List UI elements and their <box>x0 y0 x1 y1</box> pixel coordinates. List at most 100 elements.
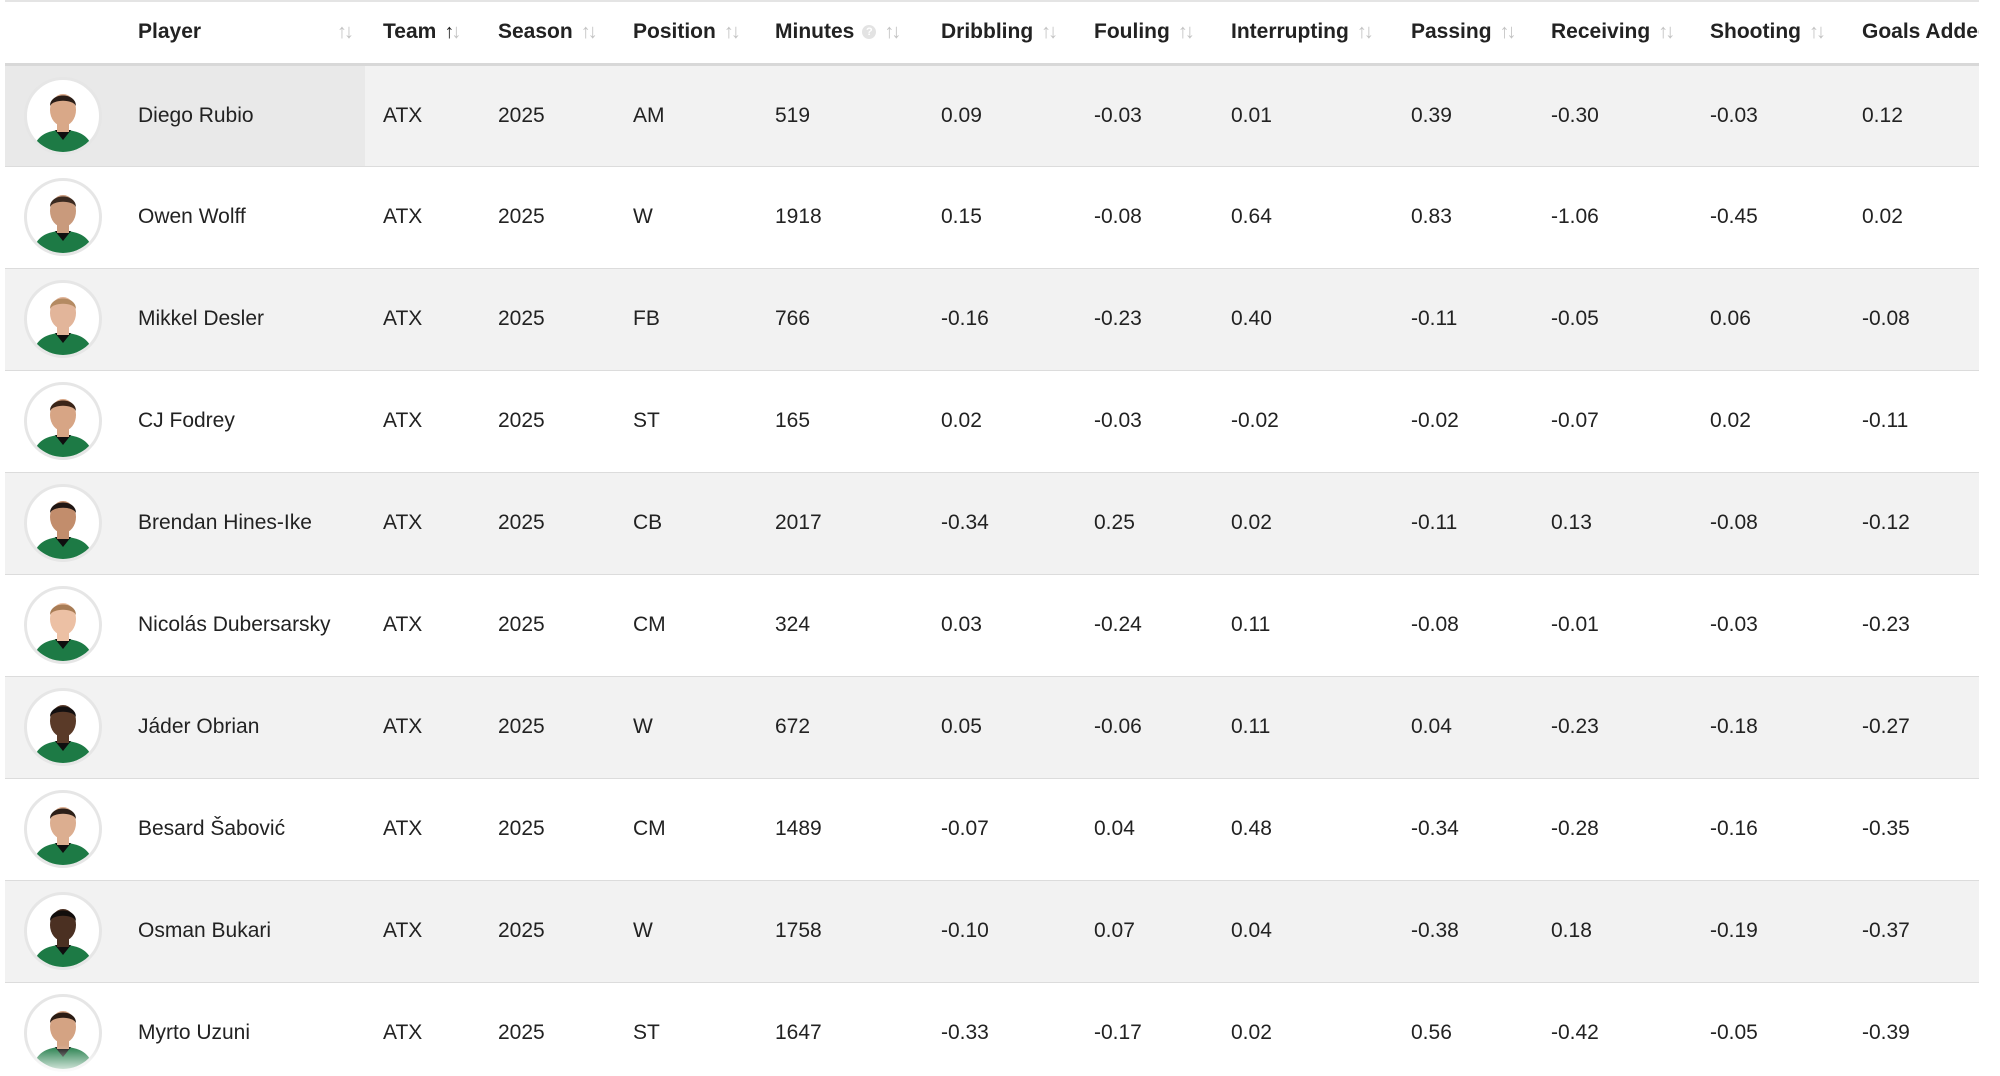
table-row[interactable]: Owen Wolff ATX 2025 W 1918 0.15 -0.08 0.64 0.83 -… <box>5 166 1979 268</box>
sort-arrows-icon[interactable]: ↑ ↓ <box>444 21 461 44</box>
column-header-passing[interactable]: Passing ↑ ↓ <box>1393 0 1533 66</box>
player-name-link[interactable]: Besard Šabović <box>138 817 286 840</box>
jersey-shape <box>33 945 93 967</box>
sort-up-arrow-icon: ↑ <box>1177 21 1188 44</box>
player-name-link[interactable]: Owen Wolff <box>138 205 246 228</box>
face-shape <box>50 807 76 839</box>
help-circle-icon[interactable]: ? <box>862 25 877 40</box>
interrupting-cell: 0.04 <box>1231 919 1272 942</box>
receiving-cell: -0.23 <box>1551 715 1599 738</box>
sort-arrows-icon[interactable]: ↑ ↓ <box>337 21 354 44</box>
player-avatar[interactable] <box>24 586 102 664</box>
column-header-content: Position ↑ ↓ <box>633 20 757 44</box>
player-avatar[interactable] <box>24 382 102 460</box>
player-name-link[interactable]: Diego Rubio <box>138 64 365 166</box>
player-name-link[interactable]: Mikkel Desler <box>138 307 265 330</box>
passing-cell: -0.02 <box>1411 409 1459 432</box>
column-header-shooting[interactable]: Shooting ↑ ↓ <box>1692 0 1844 66</box>
player-avatar-cell <box>5 574 138 676</box>
sort-down-arrow-icon: ↓ <box>344 21 354 44</box>
column-header-goals-added[interactable]: Goals Added↑↓ <box>1844 0 1979 66</box>
hair-shape <box>50 196 76 207</box>
jersey-collar <box>55 231 71 241</box>
table-row[interactable]: Myrto Uzuni ATX 2025 ST 1647 -0.33 -0.17 0.02 0.… <box>5 982 1979 1076</box>
sort-up-arrow-icon: ↑ <box>1499 21 1510 44</box>
jersey-collar <box>55 639 71 649</box>
team-cell: ATX <box>383 205 423 228</box>
player-avatar[interactable] <box>24 688 102 766</box>
player-name-link[interactable]: Brendan Hines-Ike <box>138 511 312 534</box>
column-header-label: Shooting <box>1710 20 1801 44</box>
player-name-link[interactable]: Nicolás Dubersarsky <box>138 613 331 636</box>
table-row[interactable]: Besard Šabović ATX 2025 CM 1489 -0.07 0.04 0.48… <box>5 778 1979 880</box>
hair-shape <box>50 604 76 615</box>
sort-down-arrow-icon: ↓ <box>451 21 461 44</box>
sort-arrows-icon[interactable]: ↑ ↓ <box>724 22 741 42</box>
sort-down-arrow-icon: ↓ <box>1665 21 1675 44</box>
column-header-team[interactable]: Team ↑ ↓ <box>365 0 480 66</box>
column-header-receiving[interactable]: Receiving ↑ ↓ <box>1533 0 1692 66</box>
season-cell: 2025 <box>498 715 545 738</box>
column-header-position[interactable]: Position ↑ ↓ <box>615 0 757 66</box>
minutes-cell: 519 <box>775 103 811 127</box>
player-name-link[interactable]: Osman Bukari <box>138 919 272 942</box>
player-avatar[interactable] <box>24 178 102 256</box>
player-avatar[interactable] <box>24 484 102 562</box>
receiving-cell: -0.07 <box>1551 409 1599 432</box>
sort-arrows-icon[interactable]: ↑ ↓ <box>1177 21 1195 44</box>
position-cell: CM <box>633 817 666 840</box>
sort-arrows-icon[interactable]: ↑ ↓ <box>1809 21 1826 44</box>
sort-arrows-icon[interactable]: ↑ ↓ <box>1041 22 1058 42</box>
shooting-cell: -0.08 <box>1710 511 1758 534</box>
table-row[interactable]: Mikkel Desler ATX 2025 FB 766 -0.16 -0.23 0.40 -… <box>5 268 1979 370</box>
table-row[interactable]: Diego Rubio ATX 2025 AM 519 0.09 -0.03 0.01 0.39… <box>5 64 1979 166</box>
column-header-label: Season <box>498 20 573 44</box>
column-header-label: Receiving <box>1551 20 1651 44</box>
sort-arrows-icon[interactable]: ↑ ↓ <box>884 21 901 44</box>
player-name-link[interactable]: Myrto Uzuni <box>138 1021 251 1044</box>
receiving-cell: 0.18 <box>1551 919 1592 942</box>
dribbling-cell: 0.09 <box>941 103 982 127</box>
column-header-minutes[interactable]: Minutes? ↑ ↓ <box>757 0 923 66</box>
fouling-cell: -0.08 <box>1094 205 1142 228</box>
column-header-fouling[interactable]: Fouling ↑ ↓ <box>1076 0 1213 66</box>
sort-arrows-icon[interactable]: ↑ ↓ <box>1499 21 1517 44</box>
table-row[interactable]: CJ Fodrey ATX 2025 ST 165 0.02 -0.03 -0.02 -0.02… <box>5 370 1979 472</box>
sort-up-arrow-icon: ↑ <box>884 21 894 44</box>
column-header-interrupting[interactable]: Interrupting ↑ ↓ <box>1213 0 1393 66</box>
table-row[interactable]: Osman Bukari ATX 2025 W 1758 -0.10 0.07 0.04 -0.… <box>5 880 1979 982</box>
face-shape <box>50 603 76 635</box>
player-avatar[interactable] <box>24 892 102 970</box>
season-cell: 2025 <box>498 817 545 840</box>
passing-cell: -0.08 <box>1411 613 1459 636</box>
table-row[interactable]: Brendan Hines-Ike ATX 2025 CB 2017 -0.34 0.25 0… <box>5 472 1979 574</box>
column-header-player[interactable]: Player ↑ ↓ <box>138 0 365 66</box>
minutes-cell: 1758 <box>775 919 822 942</box>
interrupting-cell: -0.02 <box>1231 409 1279 432</box>
sort-arrows-icon[interactable]: ↑ ↓ <box>1357 22 1374 42</box>
player-avatar[interactable] <box>24 790 102 868</box>
interrupting-cell: 0.11 <box>1231 613 1271 636</box>
interrupting-cell: 0.64 <box>1231 205 1272 228</box>
fouling-cell: -0.24 <box>1094 613 1142 636</box>
hair-shape <box>50 95 76 106</box>
season-cell: 2025 <box>498 103 545 127</box>
column-header-season[interactable]: Season ↑ ↓ <box>480 0 615 66</box>
player-avatar[interactable] <box>24 76 102 155</box>
sort-down-arrow-icon: ↓ <box>1815 21 1826 44</box>
player-name-link[interactable]: CJ Fodrey <box>138 409 235 432</box>
player-avatar-cell <box>5 64 138 166</box>
column-header-dribbling[interactable]: Dribbling ↑ ↓ <box>923 0 1076 66</box>
season-cell: 2025 <box>498 1021 545 1044</box>
player-avatar-cell <box>5 370 138 472</box>
player-avatar-cell <box>5 472 138 574</box>
player-avatar[interactable] <box>24 280 102 358</box>
sort-arrows-icon[interactable]: ↑ ↓ <box>1658 21 1675 44</box>
sort-arrows-icon[interactable]: ↑ ↓ <box>581 22 598 42</box>
table-row[interactable]: Jáder Obrian ATX 2025 W 672 0.05 -0.06 0.11 0.04… <box>5 676 1979 778</box>
column-header-content: Interrupting ↑ ↓ <box>1231 20 1393 44</box>
column-header-content: Goals Added↑↓ <box>1862 20 1979 44</box>
player-avatar[interactable] <box>24 994 102 1072</box>
table-row[interactable]: Nicolás Dubersarsky ATX 2025 CM 324 0.03 -0.24… <box>5 574 1979 676</box>
player-name-link[interactable]: Jáder Obrian <box>138 715 260 738</box>
